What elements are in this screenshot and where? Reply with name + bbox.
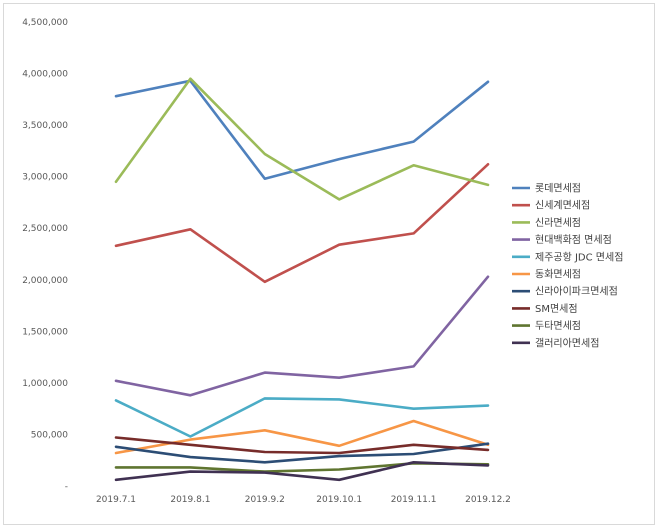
series-line-1 — [114, 79, 490, 180]
legend-item: 갤러리아면세점 — [512, 337, 599, 349]
y-tick-label: 1,500,000 — [22, 327, 68, 337]
legend-item: 롯데면세점 — [512, 183, 581, 195]
x-tick-label: 2019.10.1 — [316, 495, 362, 505]
legend-label: 동화면세점 — [535, 269, 581, 281]
legend-label: 갤러리아면세점 — [535, 337, 599, 349]
legend-label: SM면세점 — [535, 303, 578, 315]
x-tick-label: 2019.7.1 — [96, 495, 136, 505]
series-line-2 — [114, 163, 490, 284]
y-tick-label: 4,500,000 — [22, 18, 68, 28]
legend-item: 현대백화점 면세점 — [512, 234, 612, 246]
series-line-9 — [114, 461, 490, 473]
legend-item: 신라아이파크면세점 — [512, 286, 618, 298]
series-line-7 — [114, 442, 490, 464]
series-line-6 — [114, 419, 490, 455]
x-tick-label: 2019.9.2 — [245, 495, 285, 505]
legend-item: 신세계면세점 — [512, 200, 590, 212]
legend-item: 동화면세점 — [512, 269, 581, 281]
y-tick-label: 3,500,000 — [22, 121, 68, 131]
legend-item: SM면세점 — [512, 303, 578, 315]
legend-item: 신라면세점 — [512, 217, 581, 229]
legend-label: 제주공항 JDC 면세점 — [535, 251, 623, 263]
y-axis: - 500,000 1,000,000 1,500,000 2,000,000 2,500… — [22, 18, 68, 492]
series-line-4 — [114, 275, 490, 397]
legend-item: 제주공항 JDC 면세점 — [512, 251, 623, 263]
x-tick-label: 2019.8.1 — [170, 495, 210, 505]
legend-label: 두타면세점 — [535, 320, 581, 332]
x-tick-label: 2019.11.1 — [391, 495, 437, 505]
y-tick-label: 2,500,000 — [22, 224, 68, 234]
y-tick-label: 500,000 — [31, 430, 68, 440]
series-line-8 — [114, 436, 490, 455]
legend-label: 신라아이파크면세점 — [535, 286, 618, 298]
plot-area — [114, 77, 490, 482]
legend-label: 신세계면세점 — [535, 200, 590, 212]
x-tick-label: 2019.12.2 — [465, 495, 511, 505]
legend-label: 롯데면세점 — [535, 183, 581, 195]
y-tick-label: 1,000,000 — [22, 379, 68, 389]
y-tick-label: - — [65, 482, 68, 492]
legend-label: 신라면세점 — [535, 217, 581, 229]
series-line-10 — [114, 460, 490, 482]
series-line-3 — [114, 77, 490, 201]
legend-item: 두타면세점 — [512, 320, 581, 332]
y-tick-label: 4,000,000 — [22, 70, 68, 80]
y-tick-label: 3,000,000 — [22, 173, 68, 183]
series-line-5 — [114, 397, 490, 438]
chart-frame — [3, 3, 655, 525]
x-axis: 2019.7.1 2019.8.1 2019.9.2 2019.10.1 2019.11… — [96, 495, 511, 505]
legend-label: 현대백화점 면세점 — [535, 234, 612, 246]
y-tick-label: 2,000,000 — [22, 276, 68, 286]
